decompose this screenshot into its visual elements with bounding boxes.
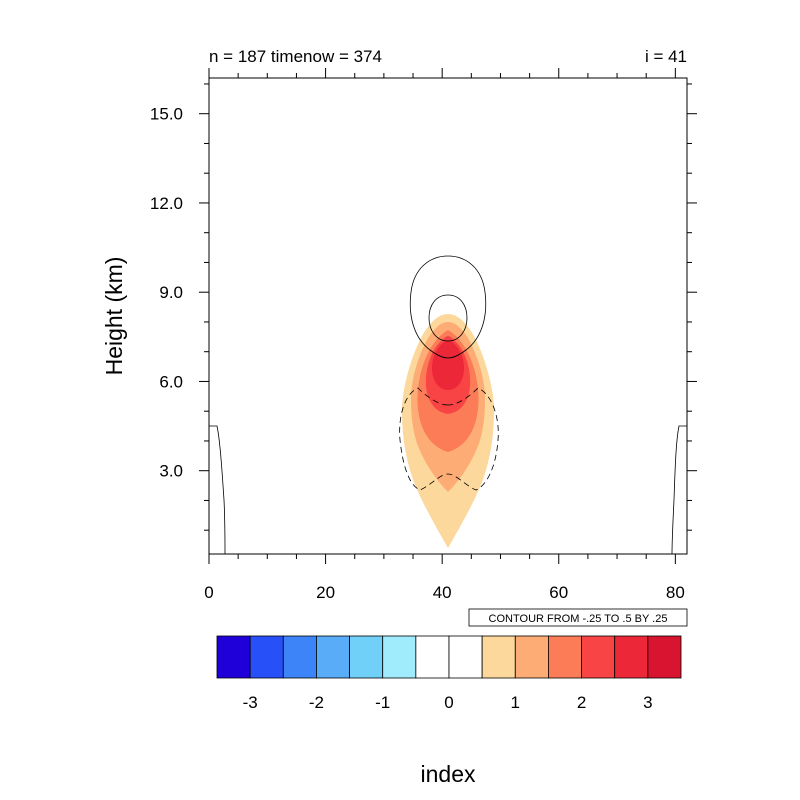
filled-contours — [402, 314, 494, 548]
plot-frame — [208, 77, 688, 555]
title-left: n = 187 timenow = 374 — [209, 47, 382, 66]
colorbar-box — [548, 635, 582, 679]
x-tick-label: 60 — [549, 583, 568, 602]
zero-line-right — [671, 425, 687, 555]
y-tick-label: 15.0 — [150, 105, 183, 124]
colorbar-box — [581, 635, 616, 679]
colorbar-tick-label: 2 — [577, 693, 586, 712]
colorbar-box — [382, 635, 417, 679]
y-tick-label: 3.0 — [159, 462, 183, 481]
colorbar-box — [481, 635, 516, 679]
colorbar-tick-label: 3 — [643, 693, 652, 712]
contour-negative-core — [399, 387, 499, 491]
line-contours — [209, 255, 687, 555]
colorbar-box — [647, 635, 682, 679]
zero-line-left — [209, 425, 226, 555]
colorbar-tick-label: 0 — [444, 693, 453, 712]
axis-ticks — [199, 68, 697, 564]
colorbar-labels: -3 -2 -1 0 1 2 3 — [243, 693, 653, 712]
colorbar-box — [415, 635, 450, 679]
colorbar-box — [316, 635, 350, 679]
colorbar-tick-label: 1 — [511, 693, 520, 712]
colorbar-tick-label: -2 — [309, 693, 324, 712]
x-tick-labels: 0 20 40 60 80 — [204, 583, 685, 602]
x-tick-label: 80 — [666, 583, 685, 602]
colorbar-box — [448, 635, 483, 679]
colorbar-box — [282, 635, 317, 679]
colorbar-box — [349, 635, 384, 679]
y-axis-label: Height (km) — [101, 257, 127, 376]
colorbar-box — [514, 635, 549, 679]
y-tick-label: 12.0 — [150, 194, 183, 213]
y-tick-labels: 3.0 6.0 9.0 12.0 15.0 — [150, 105, 183, 481]
contour-positive-outer — [409, 255, 487, 359]
title-right: i = 41 — [645, 47, 687, 66]
x-tick-label: 0 — [204, 583, 213, 602]
colorbar-box — [216, 635, 251, 679]
colorbar — [216, 635, 682, 679]
x-axis-label: index — [421, 761, 476, 787]
y-tick-label: 6.0 — [159, 372, 183, 391]
colorbar-tick-label: -3 — [243, 693, 258, 712]
y-tick-label: 9.0 — [159, 283, 183, 302]
x-tick-label: 40 — [433, 583, 452, 602]
colorbar-box — [614, 635, 649, 679]
fill-level-2.5 — [432, 340, 464, 390]
colorbar-tick-label: -1 — [375, 693, 390, 712]
contour-info-box — [468, 608, 688, 627]
contour-positive-inner — [428, 294, 468, 342]
contour-info-text: CONTOUR FROM -.25 TO .5 BY .25 — [489, 613, 668, 625]
colorbar-box — [249, 635, 284, 679]
x-tick-label: 20 — [316, 583, 335, 602]
